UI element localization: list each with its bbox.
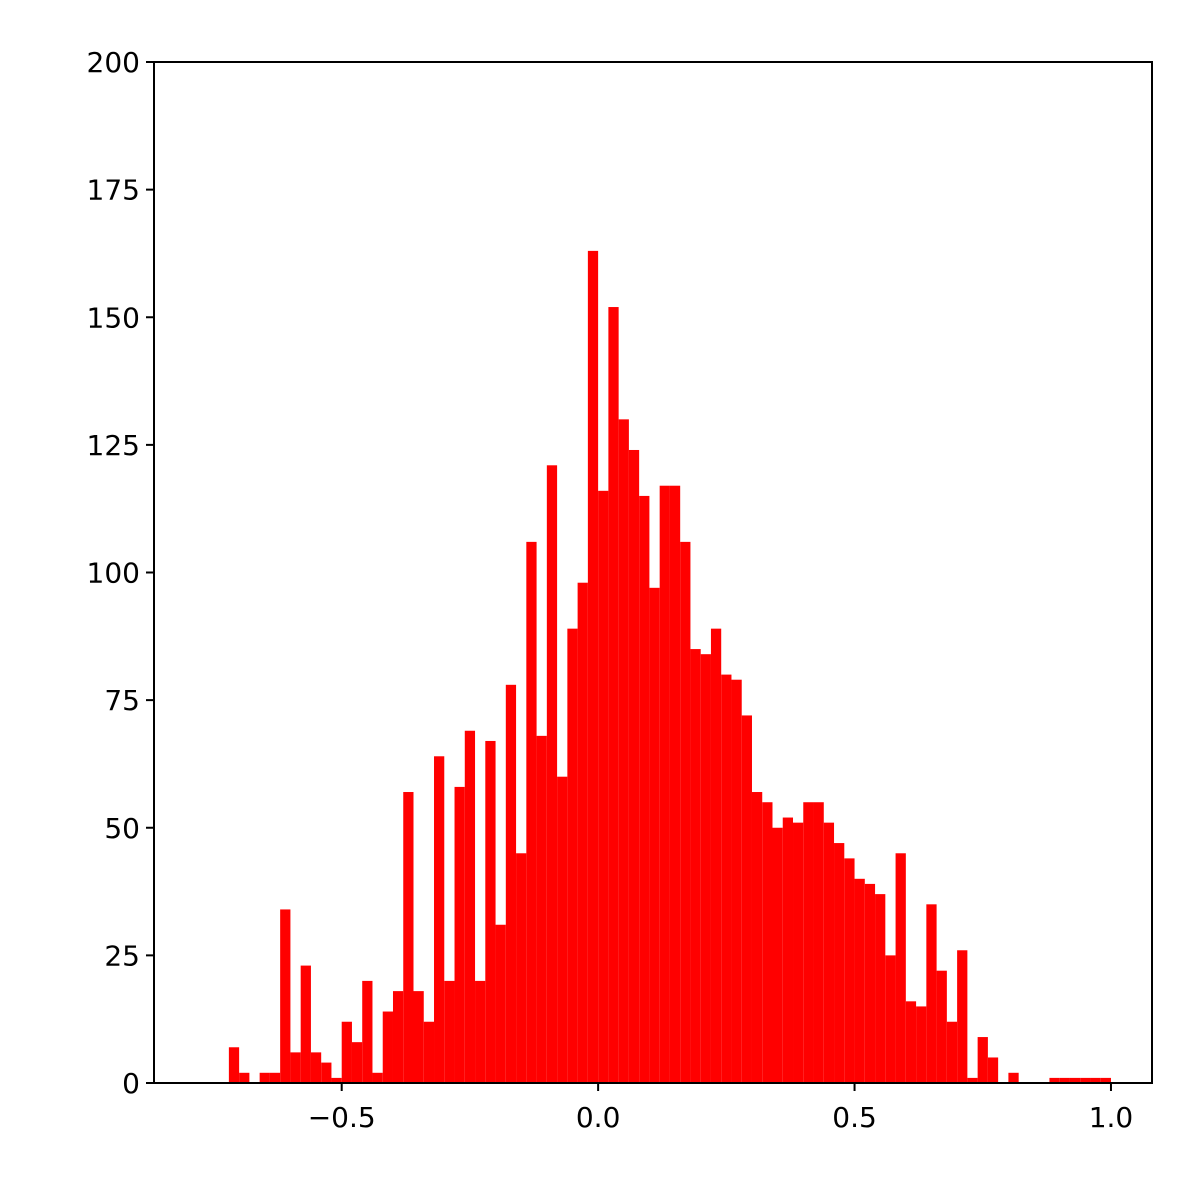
- bar: [351, 1042, 363, 1083]
- bar: [864, 883, 876, 1083]
- bar: [505, 684, 517, 1083]
- bar: [485, 740, 496, 1083]
- bar: [310, 1052, 322, 1083]
- y-tick-label: 50: [104, 812, 140, 845]
- bar: [659, 485, 670, 1084]
- bar: [680, 541, 691, 1083]
- bar: [392, 991, 404, 1083]
- bar: [700, 654, 711, 1083]
- bar: [957, 950, 968, 1083]
- bar: [475, 980, 486, 1083]
- bar: [454, 786, 465, 1083]
- bar: [1059, 1077, 1070, 1083]
- bar: [557, 776, 568, 1083]
- bar: [259, 1072, 270, 1083]
- bar: [926, 904, 937, 1083]
- bar: [669, 485, 681, 1084]
- bar: [1080, 1077, 1091, 1083]
- bar: [875, 894, 886, 1083]
- bar: [751, 792, 763, 1083]
- bar: [731, 679, 742, 1083]
- bar: [834, 843, 845, 1083]
- bar: [803, 802, 814, 1083]
- bar: [1090, 1077, 1101, 1083]
- y-tick-label: 200: [87, 46, 140, 79]
- bar: [526, 541, 537, 1083]
- bar: [782, 817, 794, 1083]
- bar: [1008, 1072, 1019, 1083]
- bar: [916, 1006, 927, 1083]
- x-tick-label: 0.0: [576, 1101, 621, 1134]
- y-tick-label: 25: [104, 939, 140, 972]
- bar: [300, 965, 311, 1083]
- bar: [341, 1021, 352, 1083]
- y-tick-label: 75: [104, 684, 140, 717]
- bar: [321, 1062, 332, 1083]
- bar: [546, 465, 558, 1083]
- bar: [239, 1072, 250, 1083]
- bar: [608, 307, 619, 1083]
- bar: [690, 649, 701, 1083]
- bar: [372, 1072, 383, 1083]
- bar: [987, 1057, 999, 1083]
- bar: [649, 587, 660, 1083]
- bar: [516, 853, 527, 1083]
- bar: [269, 1072, 281, 1083]
- bar: [618, 419, 629, 1084]
- bar: [710, 628, 722, 1083]
- y-tick-label: 150: [87, 301, 140, 334]
- bar: [844, 858, 855, 1083]
- bar: [639, 495, 650, 1083]
- bar: [967, 1077, 978, 1083]
- x-tick-label: 0.5: [832, 1101, 877, 1134]
- bar: [362, 980, 373, 1083]
- bar: [793, 822, 804, 1083]
- bar: [885, 955, 896, 1083]
- bar: [854, 878, 865, 1083]
- bar: [741, 715, 752, 1083]
- bar: [1069, 1077, 1081, 1083]
- bar: [444, 980, 455, 1083]
- bar: [823, 822, 835, 1083]
- bar: [946, 1021, 958, 1083]
- bar: [413, 991, 424, 1083]
- bar: [1100, 1077, 1111, 1083]
- bar: [464, 730, 476, 1083]
- bar: [434, 756, 445, 1083]
- bar: [331, 1077, 342, 1083]
- bar: [813, 802, 824, 1083]
- bar: [403, 792, 414, 1083]
- bar: [567, 628, 578, 1083]
- bar: [772, 827, 783, 1083]
- bar: [598, 490, 609, 1083]
- x-tick-label: −0.5: [308, 1101, 376, 1134]
- y-tick-label: 175: [87, 174, 140, 207]
- bar: [587, 250, 599, 1083]
- bar: [762, 802, 773, 1083]
- bar: [382, 1011, 393, 1083]
- bar: [577, 582, 588, 1083]
- bar: [721, 674, 732, 1083]
- y-tick-label: 0: [122, 1067, 140, 1100]
- y-tick-label: 125: [87, 429, 140, 462]
- bar: [495, 924, 506, 1083]
- bar: [290, 1052, 301, 1083]
- bar: [423, 1021, 435, 1083]
- bar: [628, 449, 640, 1084]
- bar: [895, 853, 906, 1083]
- bar: [905, 1001, 917, 1083]
- bar: [977, 1037, 988, 1083]
- bar: [936, 970, 947, 1083]
- bar: [280, 909, 291, 1083]
- bar: [228, 1047, 240, 1083]
- y-tick-label: 100: [87, 557, 140, 590]
- bar: [1049, 1077, 1060, 1083]
- bar: [536, 735, 547, 1083]
- x-tick-label: 1.0: [1089, 1101, 1134, 1134]
